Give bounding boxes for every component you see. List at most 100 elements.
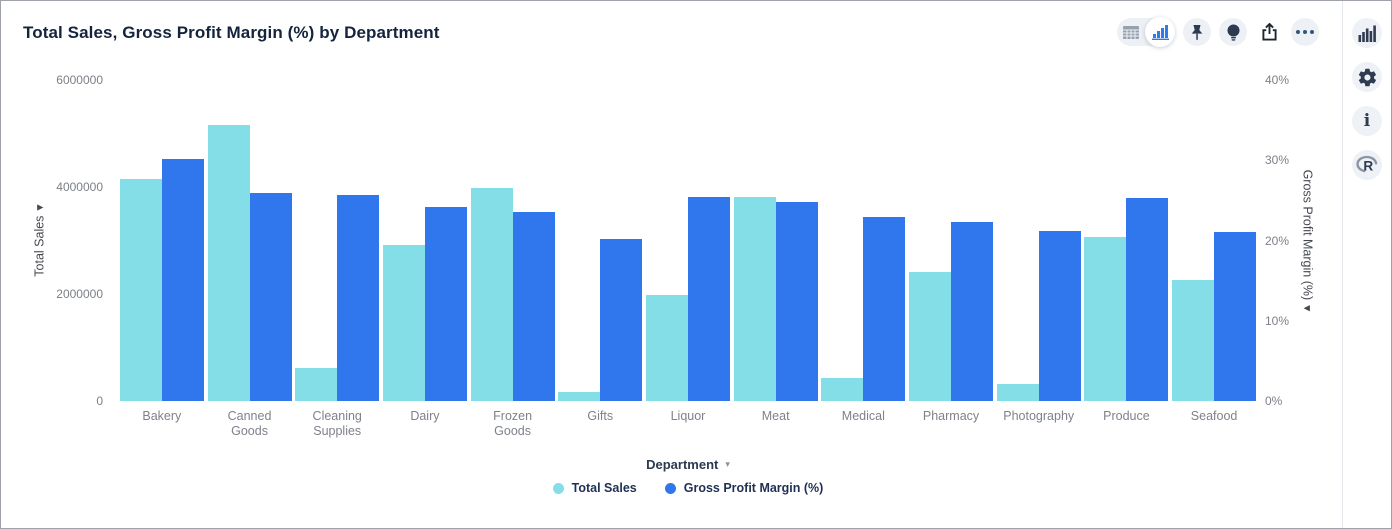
- legend-item[interactable]: Gross Profit Margin (%): [664, 481, 824, 495]
- insights-button[interactable]: [1219, 18, 1247, 46]
- x-axis-title-label: Department: [646, 457, 719, 472]
- card-toolbar: [1117, 17, 1319, 47]
- chevron-down-icon: ▾: [725, 459, 730, 469]
- legend-item[interactable]: Total Sales: [552, 481, 637, 495]
- bar[interactable]: [996, 383, 1039, 401]
- bar[interactable]: [161, 158, 204, 401]
- info-button[interactable]: i: [1352, 106, 1382, 136]
- right-axis-sort-icon: ▾: [1300, 305, 1315, 312]
- bar-group: [469, 80, 557, 401]
- bar[interactable]: [951, 222, 994, 401]
- chart-view-toggle[interactable]: [1145, 17, 1175, 47]
- bar[interactable]: [512, 211, 555, 401]
- bar[interactable]: [1214, 232, 1257, 401]
- x-axis-category-label: Liquor: [670, 409, 706, 423]
- export-button[interactable]: [1255, 18, 1283, 46]
- bar[interactable]: [687, 197, 730, 401]
- bar[interactable]: [119, 178, 162, 401]
- bar-group: [1083, 80, 1171, 401]
- r-logo-icon: R: [1356, 155, 1378, 173]
- table-view-toggle[interactable]: [1117, 18, 1145, 46]
- x-axis-category-label: Gifts: [587, 409, 614, 423]
- bar-group: [995, 80, 1083, 401]
- right-axis-ticks: 0% 10% 20% 30% 40%: [1265, 73, 1325, 408]
- bar-group: [556, 80, 644, 401]
- right-axis-title: Gross Profit Margin (%)▾: [1300, 169, 1315, 312]
- x-axis-category-label: Frozen Goods: [493, 409, 533, 438]
- bar[interactable]: [1038, 230, 1081, 401]
- column-chart-icon: [1358, 25, 1376, 42]
- axis-tick-label: 6000000: [56, 73, 103, 87]
- bar[interactable]: [207, 124, 250, 401]
- bar[interactable]: [909, 272, 952, 401]
- bar[interactable]: [382, 244, 425, 401]
- ellipsis-icon: [1296, 30, 1314, 34]
- x-axis-category-label: Produce: [1103, 409, 1150, 423]
- gear-icon: [1358, 68, 1376, 86]
- bar-group: [293, 80, 381, 401]
- bar-group: [118, 80, 206, 401]
- bar[interactable]: [295, 367, 338, 401]
- bar-group: [206, 80, 294, 401]
- bar[interactable]: [337, 194, 380, 401]
- axis-tick-label: 40%: [1265, 73, 1290, 87]
- bar-group: [820, 80, 908, 401]
- axis-tick-label: 20%: [1265, 233, 1290, 248]
- bar[interactable]: [733, 197, 776, 401]
- side-rail: i R: [1342, 1, 1391, 528]
- bar[interactable]: [558, 391, 601, 401]
- svg-text:R: R: [1363, 158, 1373, 173]
- x-axis-dropdown[interactable]: Department ▾: [118, 457, 1258, 472]
- axis-tick-label: 10%: [1265, 313, 1290, 328]
- x-axis-category-label: Meat: [761, 409, 790, 423]
- left-axis-sort-icon: ▾: [32, 204, 47, 211]
- bar[interactable]: [1172, 280, 1215, 401]
- bar[interactable]: [863, 217, 906, 401]
- bar[interactable]: [249, 193, 292, 401]
- legend-swatch: [552, 482, 564, 494]
- chart-type-button[interactable]: [1352, 18, 1382, 48]
- r-logo-button[interactable]: R: [1352, 150, 1382, 180]
- bar[interactable]: [775, 201, 818, 401]
- bar[interactable]: [645, 295, 688, 401]
- info-icon: i: [1363, 110, 1371, 131]
- plot-area: [118, 80, 1258, 401]
- bar-group: [381, 80, 469, 401]
- bar[interactable]: [821, 378, 864, 401]
- pin-button[interactable]: [1183, 18, 1211, 46]
- bar[interactable]: [600, 238, 643, 401]
- pin-icon: [1191, 24, 1203, 40]
- chart-legend: Total Sales Gross Profit Margin (%): [118, 481, 1258, 495]
- bar-group: [732, 80, 820, 401]
- page-title: Total Sales, Gross Profit Margin (%) by …: [23, 23, 440, 42]
- axis-tick-label: 4000000: [56, 180, 103, 194]
- x-axis-category-label: Cleaning Supplies: [312, 409, 362, 438]
- export-icon: [1261, 23, 1277, 41]
- bar[interactable]: [1084, 236, 1127, 401]
- settings-button[interactable]: [1352, 62, 1382, 92]
- x-axis-category-label: Photography: [1003, 409, 1075, 423]
- x-axis-category-label: Pharmacy: [922, 409, 980, 423]
- legend-label: Total Sales: [571, 481, 637, 495]
- view-toggle: [1117, 17, 1175, 47]
- x-axis-labels: Bakery Canned Goods Cleaning Supplies Dairy…: [118, 409, 1258, 439]
- lightbulb-icon: [1227, 24, 1239, 41]
- x-axis-category-label: Bakery: [142, 409, 182, 423]
- legend-swatch: [664, 482, 676, 494]
- table-icon: [1123, 25, 1139, 39]
- axis-tick-label: 0%: [1265, 394, 1283, 408]
- bar[interactable]: [1126, 197, 1169, 401]
- left-axis-ticks: 0 2000000 4000000 6000000: [1, 73, 103, 408]
- x-axis-category-label: Canned Goods: [227, 409, 272, 438]
- bar-group: [644, 80, 732, 401]
- bar-group: [1170, 80, 1258, 401]
- x-axis-category-label: Dairy: [410, 409, 440, 423]
- bar-chart-icon: [1151, 24, 1169, 40]
- more-options-button[interactable]: [1291, 18, 1319, 46]
- bar[interactable]: [470, 188, 513, 401]
- legend-label: Gross Profit Margin (%): [683, 481, 824, 495]
- left-axis-title: Total Sales▾: [32, 204, 47, 277]
- bar[interactable]: [424, 206, 467, 401]
- x-axis-category-label: Seafood: [1190, 409, 1238, 423]
